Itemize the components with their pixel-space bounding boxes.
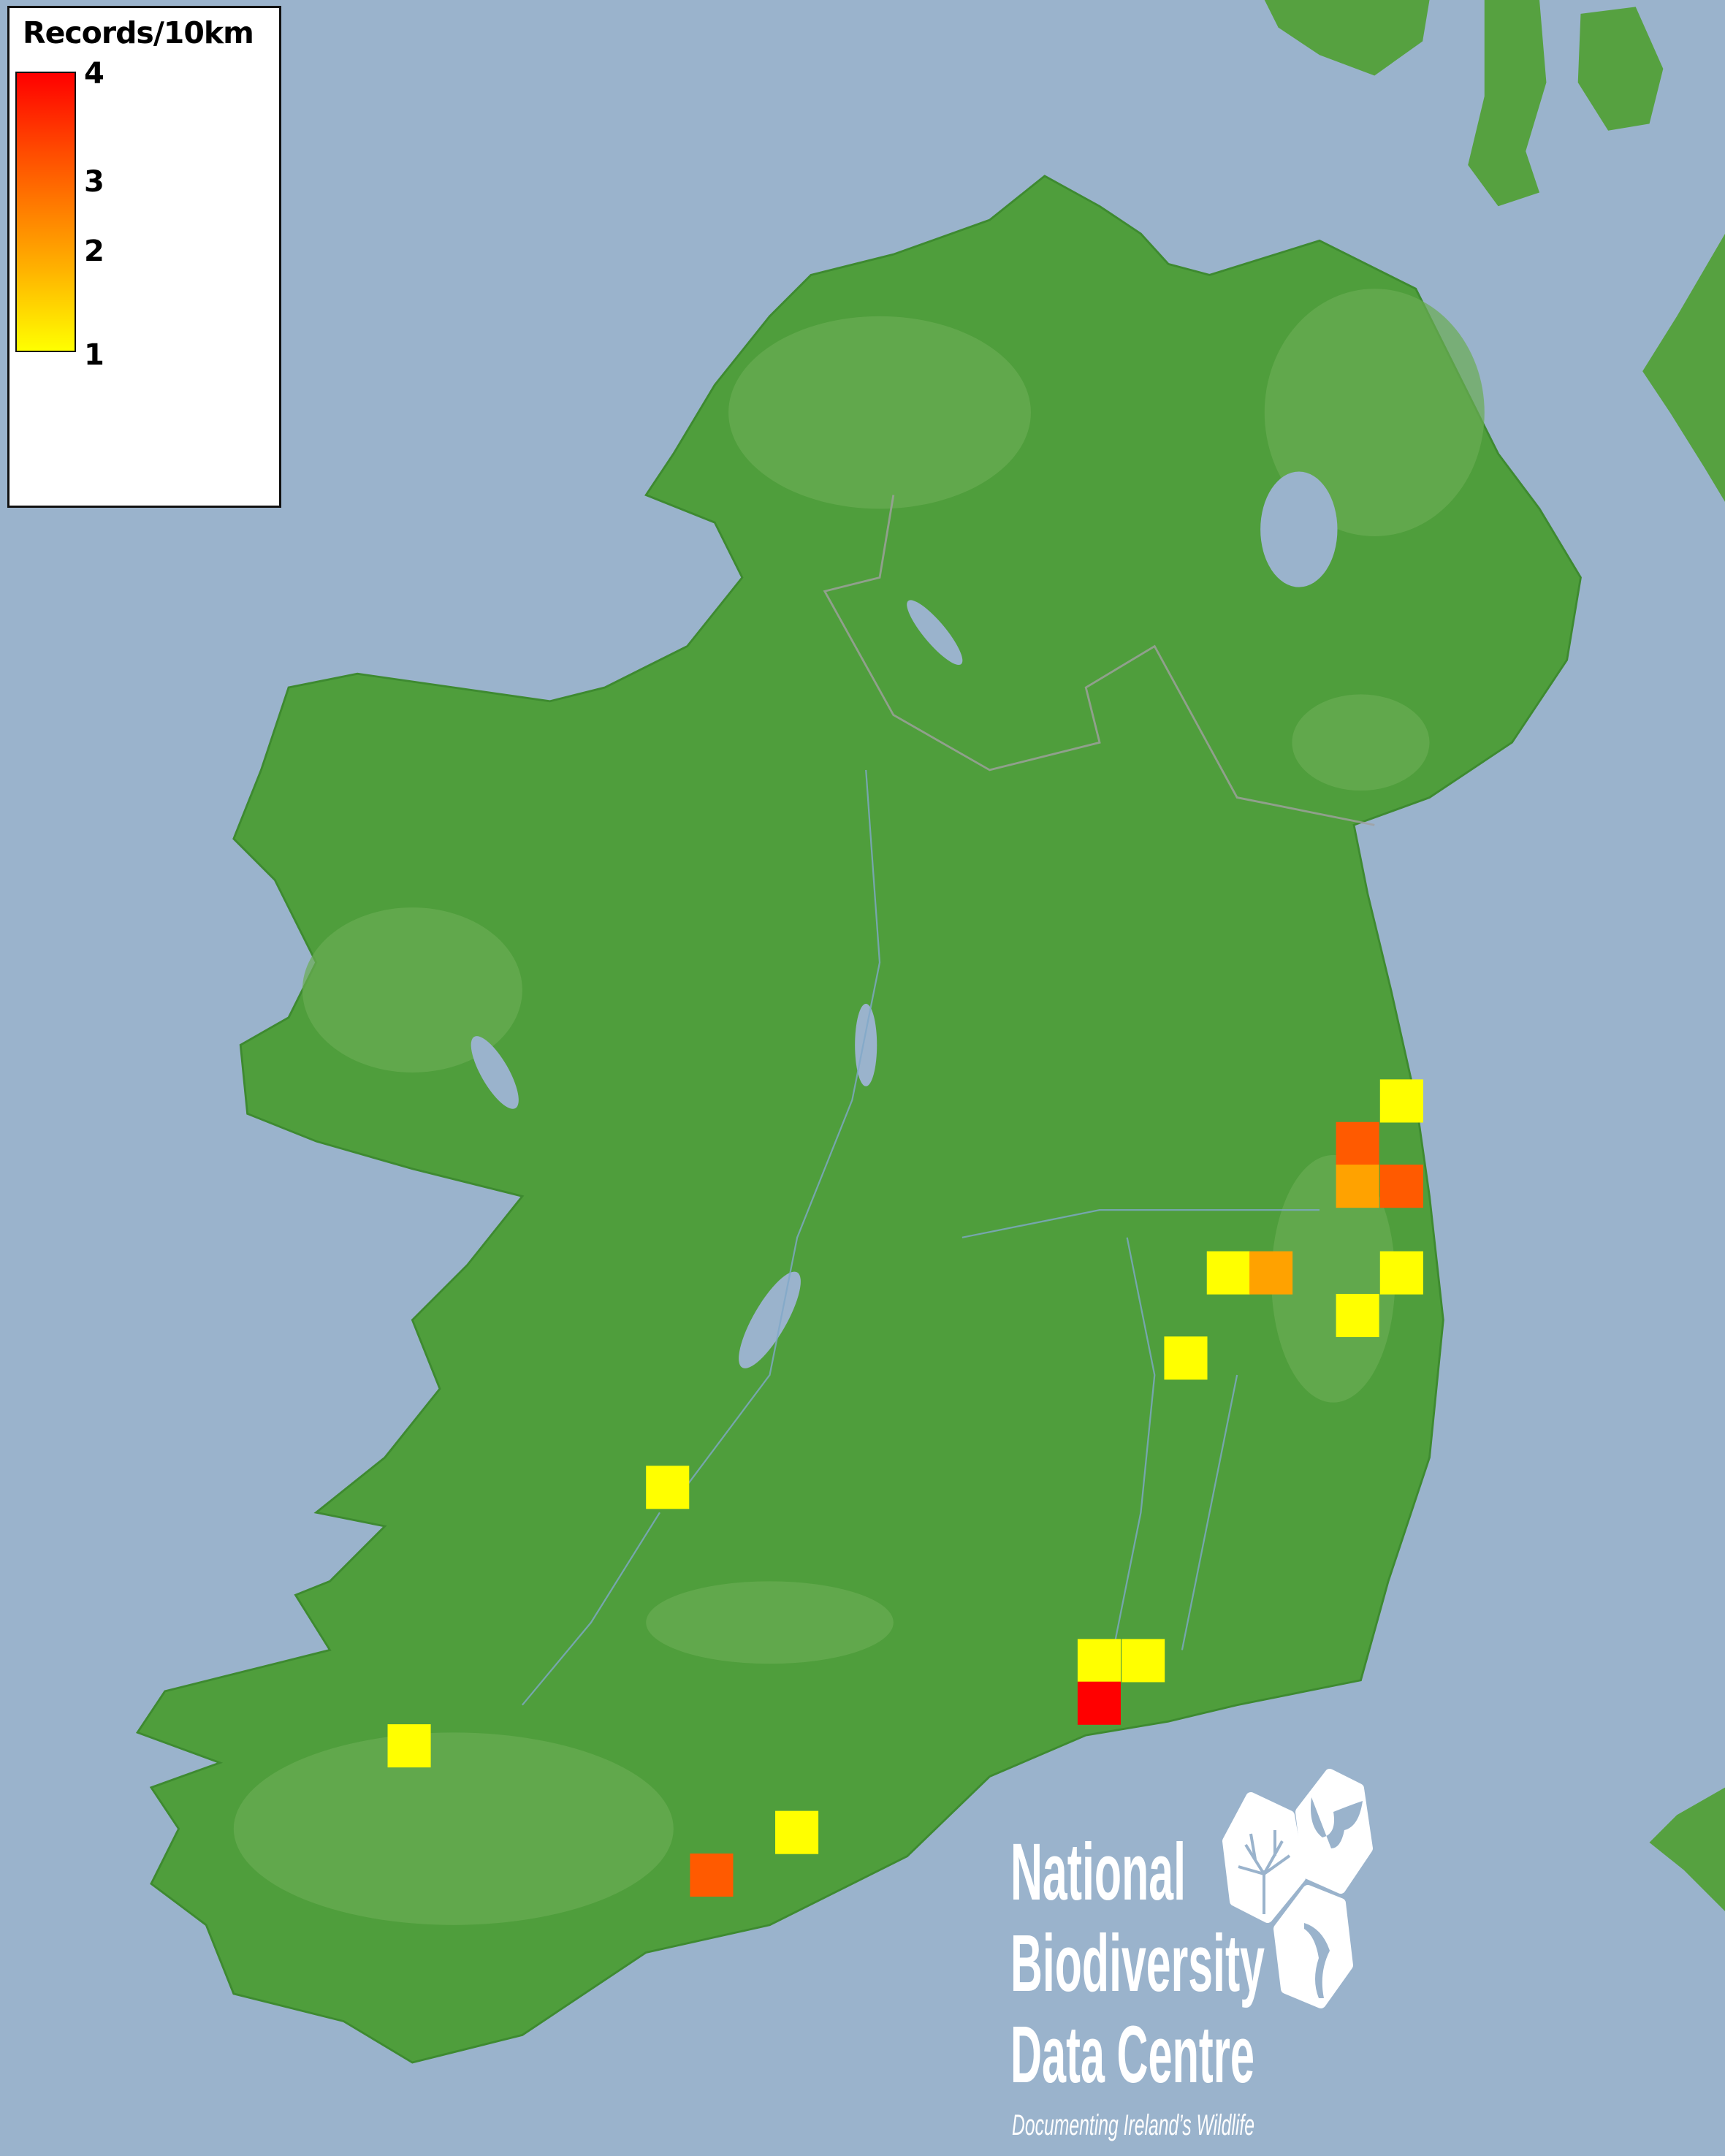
record-square [775, 1810, 819, 1854]
ndbc-logo: National Biodiversity Data Centre Docume… [1010, 1769, 1373, 2141]
record-squares [387, 1079, 1423, 1897]
scotland-island [1468, 0, 1547, 207]
legend-title: Records/10km [23, 15, 254, 50]
wales [1649, 1787, 1725, 1912]
lough-erne [907, 600, 963, 666]
rivers [522, 769, 1320, 1706]
record-square [1077, 1639, 1121, 1683]
legend-label-3: 3 [84, 165, 104, 199]
lough-ree [855, 1003, 877, 1086]
scotland-mainland [1642, 233, 1725, 502]
legend-label-min: 1 [84, 338, 104, 372]
record-square [1164, 1336, 1208, 1380]
tree-icon [1222, 1792, 1306, 1923]
record-square [1077, 1681, 1121, 1725]
record-square [1379, 1251, 1423, 1295]
border [823, 495, 1375, 826]
legend: Records/10km 4 3 2 1 [7, 6, 281, 508]
record-square [1336, 1293, 1379, 1338]
record-square [1249, 1251, 1293, 1295]
ireland-land [135, 175, 1582, 2064]
record-square [646, 1466, 690, 1509]
legend-color-scale [15, 72, 76, 352]
record-square [1379, 1165, 1423, 1208]
scotland-island [1577, 7, 1664, 131]
logo-line-data-centre: Data Centre [1010, 2010, 1254, 2100]
lough-neagh [1260, 471, 1338, 587]
record-square [690, 1853, 734, 1897]
logo-line-biodiversity: Biodiversity [1010, 1919, 1265, 2008]
record-square [1379, 1079, 1423, 1123]
record-square [1122, 1639, 1165, 1683]
legend-label-2: 2 [84, 235, 104, 268]
scotland-island [1264, 0, 1430, 76]
record-square [1206, 1251, 1250, 1295]
record-square [1336, 1121, 1379, 1165]
record-square [1336, 1165, 1379, 1208]
butterfly-icon [1295, 1769, 1373, 1894]
logo-tagline: Documenting Ireland’s Wildlife [1012, 2109, 1254, 2141]
record-square [387, 1724, 431, 1768]
seahorse-icon [1273, 1885, 1353, 2008]
terrain-shading [233, 289, 1485, 1925]
legend-label-max: 4 [84, 57, 104, 91]
logo-line-national: National [1010, 1827, 1186, 1917]
lough-corrib [471, 1036, 519, 1109]
